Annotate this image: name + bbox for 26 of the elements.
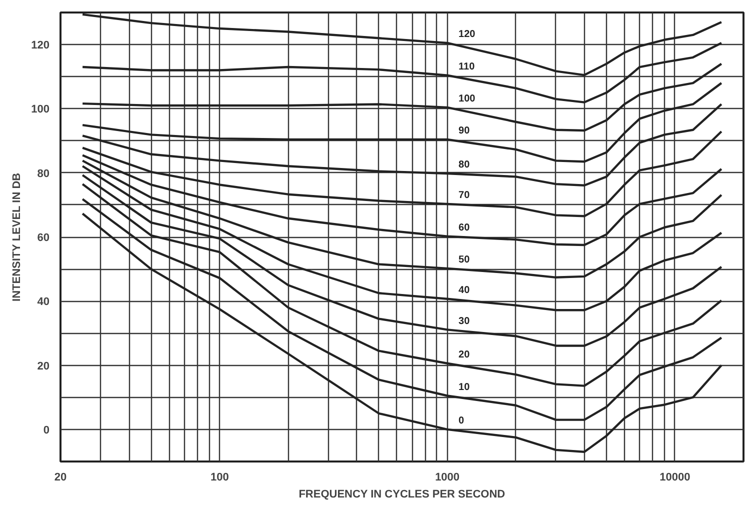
y-tick-label: 0 (43, 424, 50, 436)
y-tick-label: 20 (37, 360, 50, 372)
series-label: 0 (458, 416, 465, 427)
y-tick-label: 80 (37, 168, 50, 180)
y-tick-label: 40 (37, 296, 50, 308)
x-tick-label: 20 (54, 472, 67, 484)
y-tick-label: 120 (31, 40, 50, 52)
series-label: 80 (458, 160, 470, 171)
y-axis-title: INTENSITY LEVEL IN DB (11, 172, 24, 302)
series-label: 20 (458, 350, 470, 361)
series-label: 100 (458, 94, 476, 105)
series-label: 60 (458, 222, 470, 234)
y-tick-label: 100 (31, 104, 50, 116)
series-label: 10 (458, 382, 470, 393)
series-label: 40 (458, 285, 470, 296)
x-axis-title: FREQUENCY IN CYCLES PER SECOND (298, 488, 506, 500)
series-label: 70 (458, 190, 470, 202)
x-tick-label: 1000 (435, 472, 460, 484)
series-label: 30 (458, 316, 470, 327)
x-tick-label: 100 (210, 472, 229, 484)
series-label: 50 (458, 254, 470, 266)
x-tick-label: 10000 (660, 472, 690, 484)
series-label: 110 (458, 62, 476, 73)
y-tick-label: 60 (37, 232, 50, 244)
series-label: 120 (458, 29, 476, 40)
series-label: 90 (458, 126, 470, 137)
